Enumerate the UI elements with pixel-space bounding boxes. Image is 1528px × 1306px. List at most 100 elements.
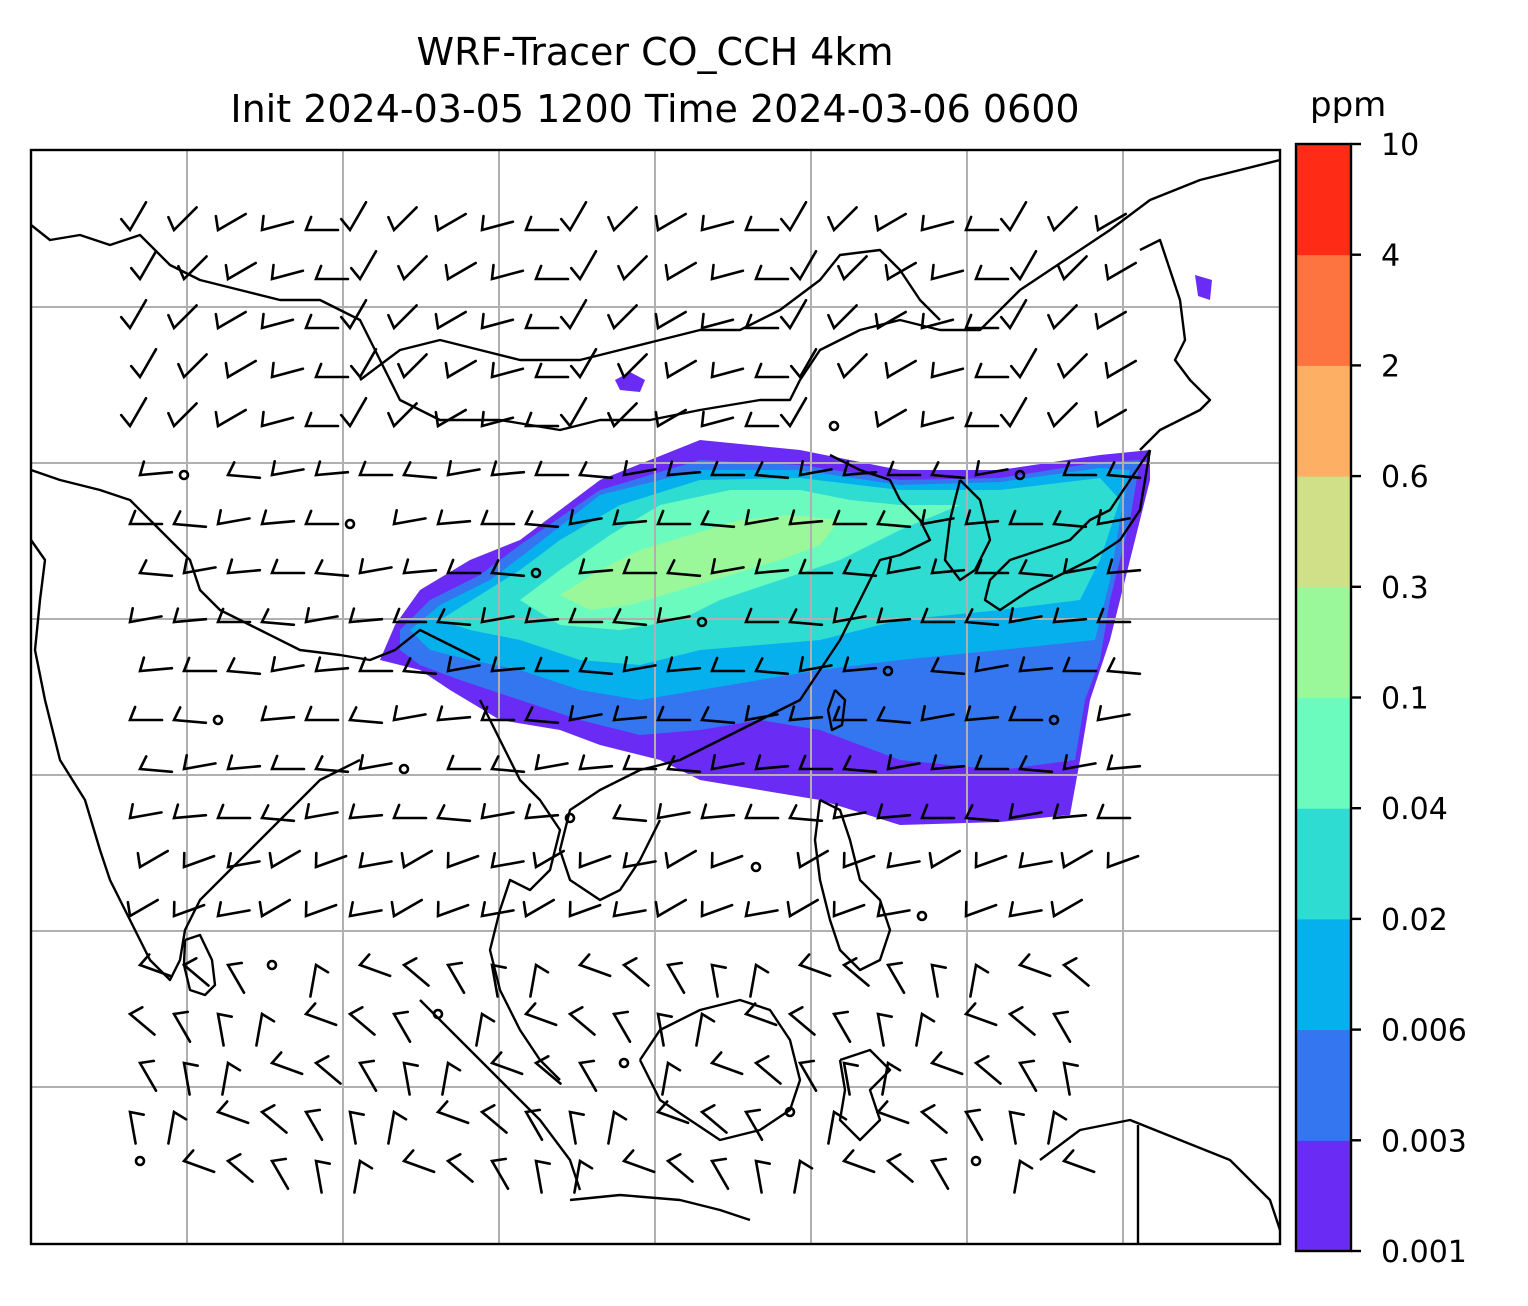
wind-barb [753, 461, 790, 480]
chart-title-line2: Init 2024-03-05 1200 Time 2024-03-06 060… [230, 87, 1080, 131]
wind-barb [612, 901, 647, 918]
wind-barb [1106, 851, 1140, 869]
wind-barb [700, 900, 734, 918]
wind-barb [348, 1110, 365, 1145]
wind-barb [1008, 509, 1044, 526]
wind-barb [568, 900, 602, 918]
coastlines [31, 158, 1280, 1244]
colorbar-segment [1296, 254, 1351, 366]
wind-barb [842, 1061, 859, 1096]
wind-barb [787, 1006, 816, 1036]
wind-barb [181, 1149, 216, 1174]
wind-barb [664, 261, 697, 282]
wind-barb [930, 558, 966, 575]
wind-barb [699, 510, 736, 529]
plume-fragment-north [615, 372, 645, 392]
mongolia-border [359, 248, 941, 381]
wind-barb [797, 1059, 818, 1092]
wind-barb [445, 1153, 474, 1183]
wind-barb [434, 310, 467, 331]
wind-barb [532, 849, 565, 870]
wind-barb [270, 656, 305, 673]
calm-wind-marker [916, 910, 928, 922]
wind-barb [1009, 348, 1038, 380]
wind-barb [665, 1153, 694, 1183]
colorbar-segment [1296, 697, 1351, 809]
wind-barb [915, 1011, 936, 1047]
colorbar-unit: ppm [1310, 85, 1386, 125]
wind-barb [224, 359, 257, 380]
wind-barb [434, 408, 467, 429]
wind-barb [347, 1006, 376, 1036]
wind-barb [1094, 212, 1127, 233]
wind-barb [754, 362, 790, 379]
wind-barb [743, 1108, 764, 1141]
himalaya-border [31, 468, 481, 662]
wind-barb [1062, 656, 1098, 673]
wind-barb [875, 706, 912, 725]
wind-barb [444, 261, 477, 282]
wind-barb [797, 953, 832, 978]
wind-barb [1094, 408, 1127, 429]
wind-barb [666, 656, 702, 673]
wind-barb [842, 460, 878, 477]
wind-barb [171, 706, 208, 725]
wind-barb [577, 953, 612, 978]
wind-barb [523, 1002, 558, 1027]
wind-barb [612, 705, 648, 722]
wind-barb [655, 1100, 690, 1125]
wind-barb [303, 1108, 324, 1141]
korea [943, 479, 992, 582]
wind-barb [314, 851, 348, 869]
wind-barb [559, 299, 588, 331]
wind-barb [434, 212, 467, 233]
wind-barb [260, 312, 295, 330]
wind-barb [1062, 754, 1097, 771]
colorbar-segment [1296, 365, 1351, 477]
wind-barb [832, 803, 867, 820]
wind-barb [1008, 803, 1043, 820]
calm-wind-marker [1014, 469, 1026, 481]
northeast-coast [1139, 238, 1212, 451]
wind-barb [435, 608, 472, 627]
calm-wind-marker [398, 763, 410, 775]
wind-barb [1017, 559, 1054, 578]
wind-barb [787, 804, 824, 823]
sumatra [419, 999, 582, 1191]
wind-barb [919, 1104, 948, 1134]
wind-barb [225, 657, 262, 676]
wind-barb [884, 359, 917, 380]
wind-barb [832, 607, 867, 624]
colorbar-tick-label: 0.006 [1381, 1014, 1467, 1049]
wind-barb [788, 509, 824, 526]
wind-barb [876, 607, 912, 624]
wind-barb [964, 215, 1000, 232]
wind-barb [700, 803, 736, 820]
wind-barb [798, 558, 834, 575]
wind-barb [793, 1158, 814, 1194]
wind-barb [225, 1153, 254, 1183]
wind-barb [920, 607, 956, 624]
wind-barb [963, 1108, 984, 1141]
wind-barb [441, 1060, 462, 1096]
wind-barb [129, 250, 158, 282]
wind-barb [709, 1157, 730, 1190]
wind-barb [665, 961, 686, 994]
wind-barb [523, 706, 560, 725]
wind-barb [126, 898, 159, 919]
wind-barb [779, 299, 808, 331]
wind-barb [167, 1109, 188, 1145]
wind-barb [339, 397, 368, 429]
wind-barb [884, 261, 917, 282]
wind-barb [578, 754, 614, 771]
wind-barb [314, 362, 350, 379]
wind-barb [435, 1100, 470, 1125]
wind-barb [1096, 509, 1131, 526]
wind-barb [578, 851, 612, 869]
colorbar-tick-label: 0.003 [1381, 1124, 1467, 1159]
wind-barb [260, 410, 295, 428]
wind-barb [1051, 1010, 1072, 1043]
wind-barb [534, 460, 570, 477]
wind-barb [963, 608, 1000, 627]
wind-barb [885, 961, 906, 994]
